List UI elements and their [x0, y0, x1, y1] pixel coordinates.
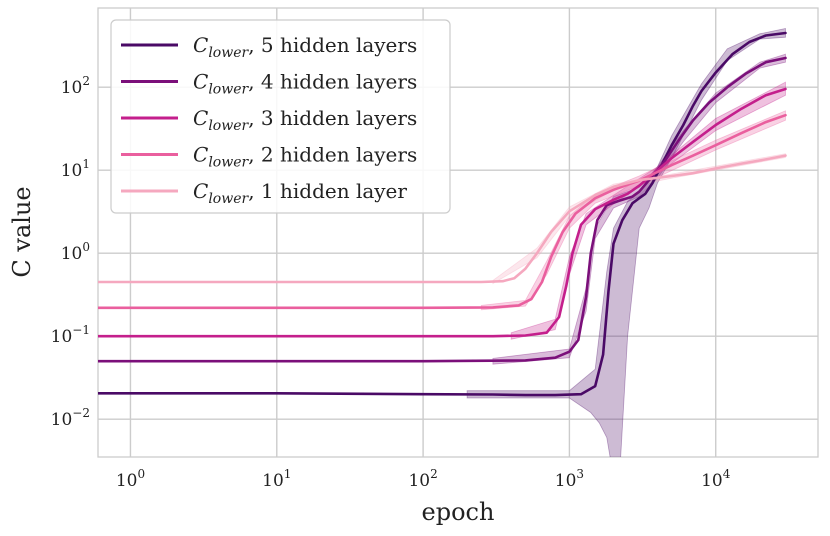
- legend-label-4: Clower, 2 hidden layers: [193, 143, 417, 171]
- x-tick-label: 101: [262, 467, 291, 491]
- legend-label-2: Clower, 4 hidden layers: [193, 70, 417, 98]
- y-axis-label: C value: [8, 186, 36, 277]
- legend: Clower, 5 hidden layers Clower, 4 hidden …: [110, 19, 451, 214]
- x-tick-label: 103: [555, 467, 584, 491]
- legend-label-3: Clower, 3 hidden layers: [193, 106, 417, 134]
- series-band-2: [492, 53, 786, 365]
- x-tick-label: 102: [408, 467, 437, 491]
- y-tick-label: 102: [61, 74, 90, 98]
- x-tick-label: 100: [116, 467, 145, 491]
- y-tick-label: 100: [61, 240, 90, 264]
- series-line-4: [98, 113, 787, 310]
- series-lines: [98, 31, 787, 397]
- x-axis-label: epoch: [422, 498, 495, 526]
- series-line-1: [98, 31, 787, 397]
- series-line-2: [98, 56, 787, 363]
- y-tick-label: 101: [61, 157, 90, 181]
- y-tick-label: 10−1: [51, 323, 90, 347]
- series-band-1: [466, 28, 786, 457]
- x-tick-labels: 100 101 102 103 104: [116, 467, 731, 491]
- y-tick-labels: 10−2 10−1 100 101 102: [51, 74, 90, 430]
- x-tick-label: 104: [701, 467, 731, 491]
- legend-label-5: Clower, 1 hidden layer: [193, 179, 407, 207]
- series-line-5: [98, 154, 787, 284]
- series-line-3: [98, 87, 787, 338]
- y-tick-label: 10−2: [51, 406, 90, 430]
- legend-box: [110, 19, 451, 214]
- legend-label-1: Clower, 5 hidden layers: [193, 33, 417, 61]
